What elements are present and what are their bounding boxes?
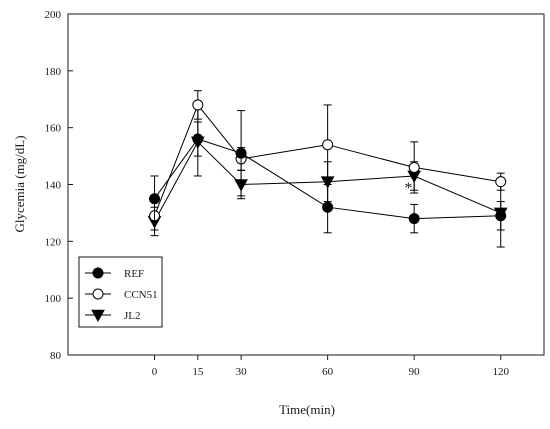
data-point (149, 193, 161, 205)
x-axis: 0 15 30 60 90 120 (152, 355, 509, 378)
data-point (192, 133, 204, 145)
data-point (495, 176, 507, 188)
data-point (495, 210, 507, 222)
y-tick-label: 140 (45, 180, 62, 192)
legend: REF CCN51 JL2 (78, 256, 163, 328)
series-line (154, 138, 501, 220)
legend-marker (92, 267, 104, 279)
data-point (322, 201, 334, 213)
legend-marker (92, 288, 104, 300)
x-tick-label: 30 (236, 366, 248, 378)
legend-label: JL2 (124, 310, 141, 322)
legend-item-CCN51: CCN51 (85, 288, 158, 301)
y-tick-label: 100 (45, 293, 62, 305)
data-point (408, 161, 420, 173)
x-tick-label: 90 (409, 366, 421, 378)
y-tick-label: 80 (50, 350, 62, 362)
legend-label: CCN51 (124, 289, 158, 301)
series-line (154, 141, 501, 222)
y-tick-label: 200 (45, 9, 62, 21)
y-tick-label: 160 (45, 123, 62, 135)
annotations: * (404, 180, 412, 197)
data-point (322, 139, 334, 151)
legend-label: REF (124, 268, 144, 280)
series-line (154, 103, 501, 216)
legend-marker (91, 309, 105, 323)
x-tick-label: 60 (322, 366, 334, 378)
y-tick-label: 180 (45, 66, 62, 78)
significance-asterisk: * (404, 180, 412, 197)
y-axis-title: Glycemia (mg/dL) (12, 135, 27, 232)
data-point (408, 213, 420, 225)
series-REF (149, 110, 507, 234)
x-axis-title: Time(min) (279, 402, 335, 417)
y-tick-label: 120 (45, 236, 62, 248)
x-tick-label: 0 (152, 366, 158, 378)
x-tick-label: 15 (192, 366, 204, 378)
legend-item-REF: REF (85, 267, 144, 280)
y-axis: 80 100 120 140 160 180 200 (45, 9, 73, 362)
x-tick-label: 120 (492, 366, 509, 378)
series-layer (147, 90, 508, 248)
legend-item-JL2: JL2 (85, 309, 141, 323)
data-point (192, 99, 204, 111)
data-point (235, 147, 247, 159)
